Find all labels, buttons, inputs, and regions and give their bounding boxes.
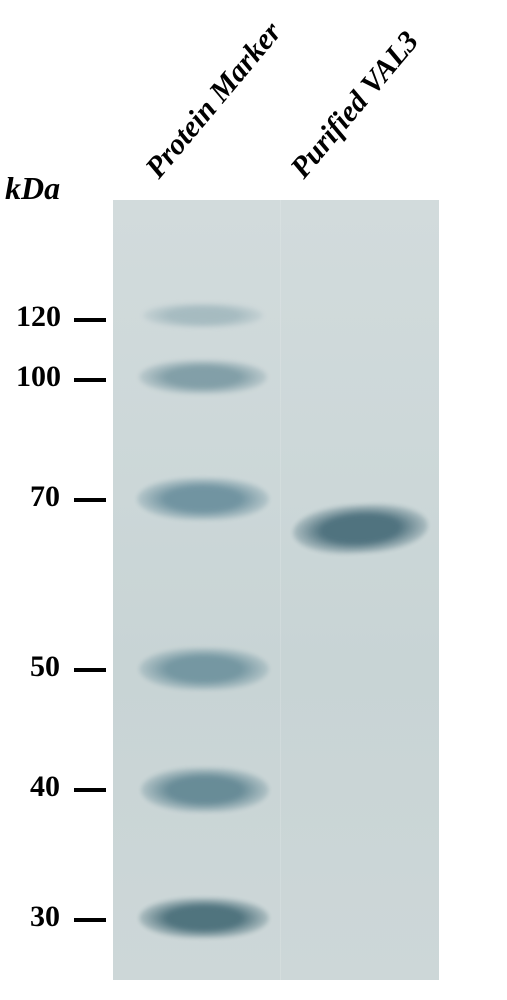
tick-50 <box>74 668 106 672</box>
mw-label-50: 50 <box>30 650 60 684</box>
lane-label-marker: Protein Marker <box>139 16 289 185</box>
tick-30 <box>74 918 106 922</box>
tick-120 <box>74 318 106 322</box>
mw-label-100: 100 <box>16 360 61 394</box>
mw-label-70: 70 <box>30 480 60 514</box>
marker-band-100 <box>139 360 267 394</box>
tick-70 <box>74 498 106 502</box>
marker-band-120 <box>143 303 263 328</box>
lane-label-sample: Purified VAL3 <box>284 25 426 185</box>
marker-band-40 <box>141 768 269 812</box>
gel-image <box>113 200 439 980</box>
tick-100 <box>74 378 106 382</box>
marker-band-30 <box>139 898 269 938</box>
tick-40 <box>74 788 106 792</box>
marker-band-70 <box>137 478 269 520</box>
unit-label: kDa <box>5 170 60 207</box>
mw-label-40: 40 <box>30 770 60 804</box>
marker-band-50 <box>139 648 269 690</box>
mw-label-30: 30 <box>30 900 60 934</box>
gel-figure: kDa Protein Marker Purified VAL3 120 100… <box>0 0 507 1000</box>
mw-label-120: 120 <box>16 300 61 334</box>
lane-divider <box>280 200 281 980</box>
